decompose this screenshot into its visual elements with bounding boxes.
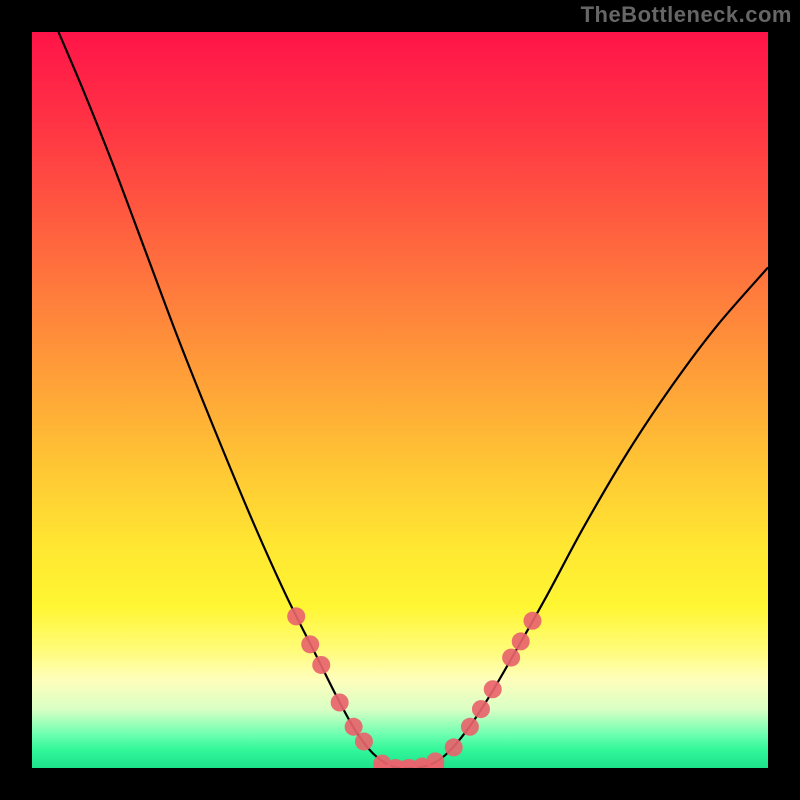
curve-marker [355,733,373,751]
curve-marker [287,607,305,625]
curve-marker [461,718,479,736]
curve-marker [445,738,463,756]
chart-outer-frame: TheBottleneck.com [0,0,800,800]
chart-background [32,32,768,768]
chart-plot-area [32,32,768,768]
curve-marker [472,700,490,718]
curve-marker [512,632,530,650]
curve-marker [301,635,319,653]
curve-marker [312,656,330,674]
curve-marker [331,694,349,712]
curve-marker [502,649,520,667]
attribution-text: TheBottleneck.com [581,2,792,28]
curve-marker [484,680,502,698]
curve-marker [345,718,363,736]
curve-marker [523,612,541,630]
chart-svg [32,32,768,768]
